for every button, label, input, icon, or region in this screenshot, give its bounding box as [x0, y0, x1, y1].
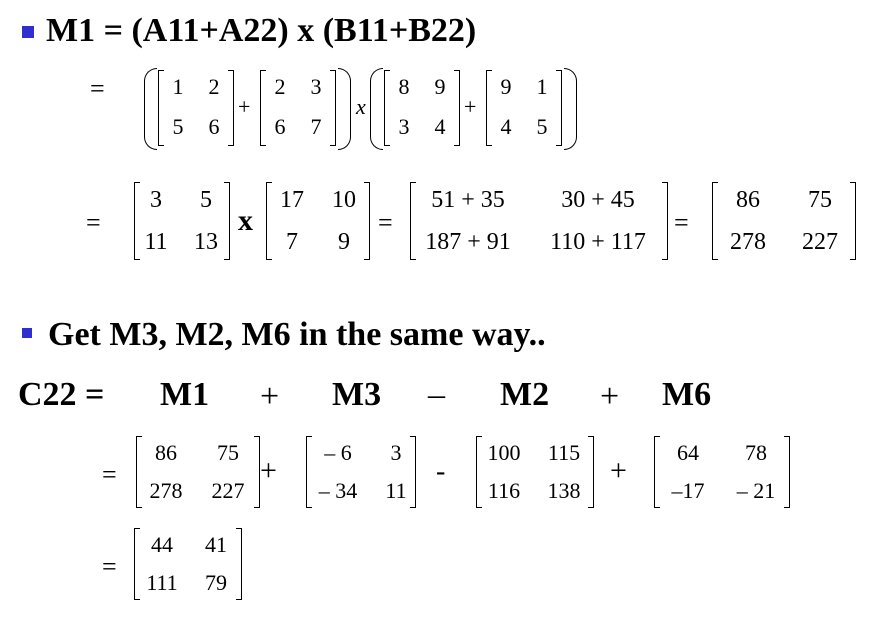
term-m6: M6: [662, 376, 712, 413]
right-paren: [564, 68, 577, 150]
matrix-cell: 79: [205, 570, 227, 595]
matrix-cell: 41: [205, 532, 227, 557]
matrix-cell: 116: [487, 478, 521, 503]
matrix-cell: 9: [434, 74, 446, 99]
matrix-cell: 3: [150, 187, 162, 213]
c22-label: C22 =: [18, 376, 105, 413]
equals-sign: =: [86, 208, 101, 237]
plus-sign: +: [600, 378, 620, 415]
matrix-cell: 6: [274, 114, 286, 139]
matrix-cell: 51 + 35: [431, 187, 505, 213]
matrix-a11: 1 2 5 6: [158, 70, 234, 146]
left-paren: [370, 68, 383, 150]
matrix-m1-result: 86 75 278 227: [712, 182, 856, 260]
matrix-sum-b: 17 10 7 9: [266, 182, 370, 260]
left-paren: [144, 68, 157, 150]
matrix-cell: 86: [155, 440, 177, 465]
right-paren: [338, 68, 351, 150]
matrix-sum-a: 3 5 11 13: [134, 182, 230, 260]
matrix-cell: 138: [547, 478, 581, 503]
term-m1: M1: [160, 376, 210, 413]
matrix-cell: 3: [390, 440, 402, 465]
matrix-cell: 187 + 91: [425, 229, 511, 255]
matrix-m1: 86 75 278 227: [136, 436, 260, 508]
term-m2: M2: [500, 376, 550, 413]
equals-sign: =: [102, 552, 117, 581]
matrix-cell: 278: [730, 229, 766, 255]
matrix-cell: 278: [149, 478, 183, 503]
matrix-cell: 111: [146, 570, 178, 595]
bullet-1: [22, 26, 34, 38]
matrix-cell: – 6: [324, 440, 352, 465]
matrix-cell: 75: [217, 440, 239, 465]
matrix-cell: 1: [536, 74, 548, 99]
minus-sign: –: [428, 376, 445, 413]
matrix-cell: 11: [144, 229, 168, 255]
matrix-cell: 5: [172, 114, 184, 139]
matrix-cell: 1: [172, 74, 184, 99]
matrix-cell: 10: [332, 187, 356, 213]
matrix-cell: 86: [736, 187, 760, 213]
matrix-cell: 5: [200, 187, 212, 213]
times-sign: x: [356, 94, 366, 119]
matrix-cell: 6: [208, 114, 220, 139]
times-sign: x: [238, 204, 253, 237]
matrix-a22: 2 3 6 7: [260, 70, 336, 146]
matrix-cell: 227: [802, 229, 838, 255]
plus-sign: +: [260, 454, 277, 487]
m1-formula-heading: M1 = (A11+A22) x (B11+B22): [46, 12, 477, 49]
matrix-cell: –17: [671, 478, 705, 503]
matrix-cell: 64: [677, 440, 699, 465]
matrix-cell: 4: [500, 114, 512, 139]
matrix-b22: 9 1 4 5: [486, 70, 562, 146]
equals-sign: =: [90, 74, 105, 103]
equals-sign: =: [674, 208, 689, 237]
matrix-cell: 2: [274, 74, 286, 99]
matrix-cell: 78: [745, 440, 767, 465]
matrix-cell: 11: [385, 478, 407, 503]
matrix-cell: 4: [434, 114, 446, 139]
minus-sign: -: [436, 456, 446, 487]
equals-sign: =: [378, 208, 393, 237]
matrix-cell: 5: [536, 114, 548, 139]
matrix-cell: 30 + 45: [561, 187, 635, 213]
term-m3: M3: [332, 376, 382, 413]
matrix-m2: 100 115 116 138: [476, 436, 594, 508]
matrix-cell: 3: [310, 74, 322, 99]
matrix-c22-result: 44 41 111 79: [134, 528, 242, 600]
matrix-cell: 13: [194, 229, 218, 255]
matrix-cell: 115: [547, 440, 581, 465]
matrix-cell: – 21: [736, 478, 776, 503]
matrix-cell: 9: [338, 229, 350, 255]
matrix-cell: 75: [808, 187, 832, 213]
equals-sign: =: [102, 460, 117, 489]
matrix-cell: 100: [487, 440, 521, 465]
matrix-cell: 7: [286, 229, 298, 255]
matrix-cell: 110 + 117: [550, 229, 646, 255]
matrix-product-terms: 51 + 35 30 + 45 187 + 91 110 + 117: [410, 182, 668, 260]
plus-sign: +: [610, 454, 627, 487]
matrix-m6: 64 78 –17 – 21: [654, 436, 790, 508]
matrix-cell: 2: [208, 74, 220, 99]
bullet-2: [22, 328, 32, 338]
matrix-cell: 7: [310, 114, 322, 139]
matrix-cell: 227: [211, 478, 245, 503]
matrix-m3: – 6 3 – 34 11: [306, 436, 416, 508]
matrix-cell: 17: [280, 187, 304, 213]
matrix-cell: 9: [500, 74, 512, 99]
instruction-heading: Get M3, M2, M6 in the same way..: [48, 316, 546, 353]
matrix-b11: 8 9 3 4: [384, 70, 460, 146]
matrix-cell: 8: [398, 74, 410, 99]
matrix-cell: 3: [398, 114, 410, 139]
matrix-cell: 44: [151, 532, 173, 557]
matrix-cell: – 34: [318, 478, 358, 503]
plus-sign: +: [464, 94, 477, 119]
plus-sign: +: [238, 94, 251, 119]
plus-sign: +: [260, 378, 280, 415]
